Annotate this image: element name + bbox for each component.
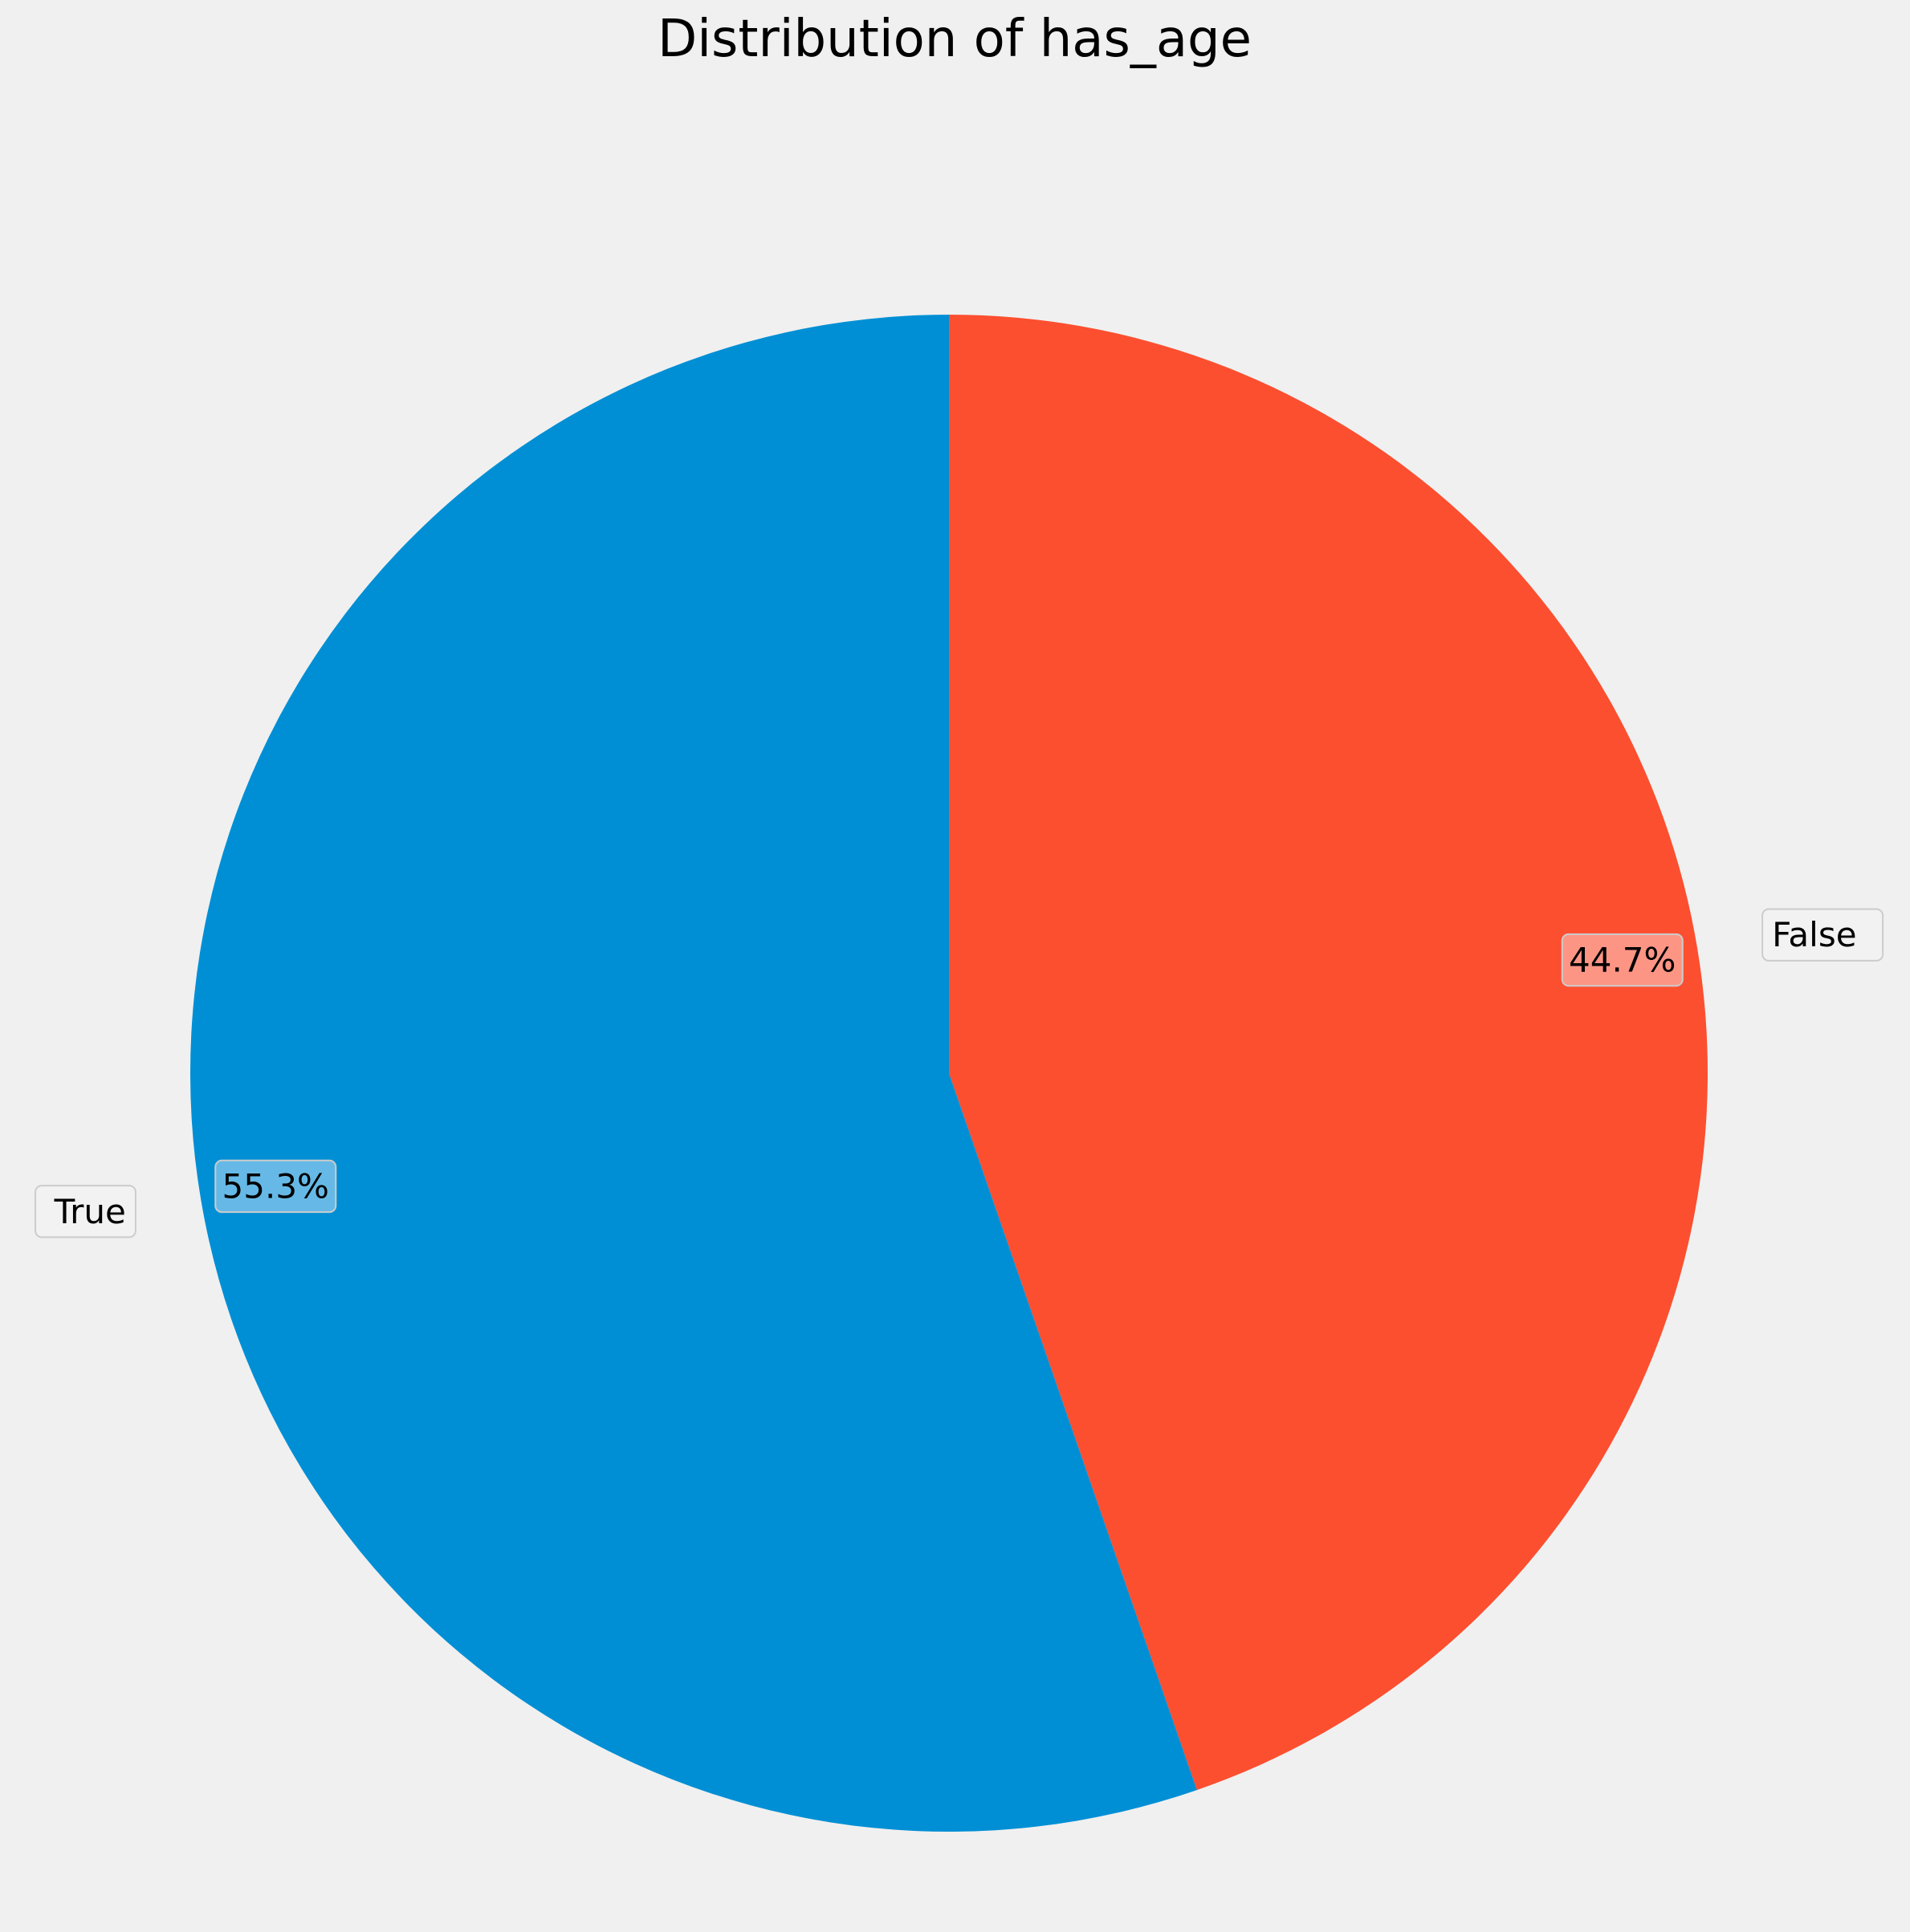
pie-label-true: True bbox=[54, 1192, 126, 1231]
pie-pct-label-false: 44.7% bbox=[1569, 941, 1676, 980]
pie-slice-true bbox=[190, 315, 1197, 1832]
pie-labels: True 55.3% False 44.7% bbox=[35, 908, 1884, 1239]
pie-pct-label-true-box bbox=[214, 1159, 337, 1214]
pie-label-true-box bbox=[35, 1185, 136, 1239]
pie-label-false: False bbox=[1772, 915, 1856, 954]
pie-pct-label-true: 55.3% bbox=[222, 1166, 329, 1206]
pie-slice-false bbox=[949, 315, 1708, 1791]
pie-slices bbox=[190, 315, 1708, 1832]
pie-pct-label-false-box bbox=[1561, 933, 1684, 987]
pie-label-false-box bbox=[1761, 908, 1884, 962]
chart-title: Distribution of has_age bbox=[658, 10, 1252, 69]
